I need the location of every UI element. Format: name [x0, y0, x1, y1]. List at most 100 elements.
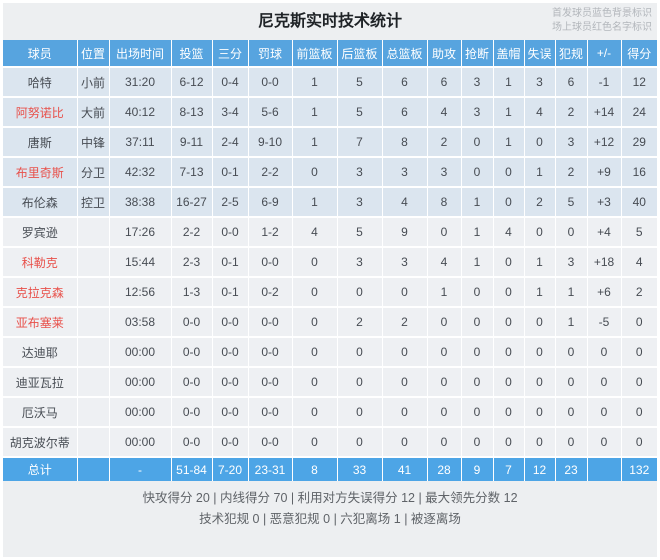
summary-fouls-line: 技术犯规 0 | 恶意犯规 0 | 六犯离场 1 | 被逐离场	[199, 512, 461, 526]
stat-cell: 0	[524, 367, 556, 398]
player-name: 达迪耶	[3, 337, 78, 368]
totals-cell: 41	[382, 457, 428, 481]
stat-cell: 0-1	[212, 157, 249, 188]
stat-cell: 0	[524, 427, 556, 458]
stat-cell	[77, 247, 110, 278]
stat-cell: +18	[587, 247, 622, 278]
stat-cell: 0	[493, 277, 525, 308]
stat-cell: 0	[587, 337, 622, 368]
stat-cell: 00:00	[109, 367, 172, 398]
stat-cell: 控卫	[77, 187, 110, 218]
stat-cell: 0-0	[248, 67, 293, 98]
stat-cell: 0	[427, 307, 462, 338]
stat-cell: 1-3	[171, 277, 213, 308]
table-body: 哈特 小前 31:20 6-12 0-4 0-0 1 5 6 6 3 1 3 6 -1 12 阿努诺比 大前 40:…	[3, 67, 657, 481]
column-header: 抢断	[461, 40, 494, 68]
stat-cell: 0-0	[212, 427, 249, 458]
stat-cell: 1	[292, 187, 338, 218]
stat-cell: 2	[382, 307, 428, 338]
stat-cell: 5	[337, 217, 383, 248]
stat-cell: 0	[292, 307, 338, 338]
stat-cell: 4	[621, 247, 657, 278]
stat-cell: 0-0	[248, 307, 293, 338]
stat-cell: 0	[461, 127, 494, 158]
stat-cell: 2-3	[171, 247, 213, 278]
player-row: 哈特 小前 31:20 6-12 0-4 0-0 1 5 6 6 3 1 3 6 -1 12	[3, 67, 657, 98]
stat-cell: 1	[493, 127, 525, 158]
stat-cell: 0	[461, 337, 494, 368]
stat-cell: 4	[382, 187, 428, 218]
stat-cell: 1	[493, 67, 525, 98]
stat-cell: 0	[493, 247, 525, 278]
stat-cell: 0-0	[171, 427, 213, 458]
totals-cell: -	[109, 457, 172, 481]
column-header: 助攻	[427, 40, 462, 68]
stat-cell: 0	[337, 427, 383, 458]
stat-cell: 9-11	[171, 127, 213, 158]
stat-cell: 1	[292, 127, 338, 158]
stat-cell: 0	[587, 427, 622, 458]
stat-cell: 3-4	[212, 97, 249, 128]
stat-cell: 5	[621, 217, 657, 248]
legend-oncourt: 场上球员红色名字标识	[552, 22, 652, 33]
column-header: 得分	[621, 40, 657, 68]
totals-cell: 33	[337, 457, 383, 481]
stat-cell: 2-2	[171, 217, 213, 248]
stat-cell: 16	[621, 157, 657, 188]
player-name: 唐斯	[3, 127, 78, 158]
stat-cell: 小前	[77, 67, 110, 98]
totals-cell: 9	[461, 457, 494, 481]
stat-cell: 0	[427, 337, 462, 368]
stat-cell: 0-0	[171, 307, 213, 338]
stat-cell: 0	[555, 427, 588, 458]
stat-cell: 2	[427, 127, 462, 158]
stat-cell: 0	[493, 427, 525, 458]
stat-cell: 8	[427, 187, 462, 218]
stat-cell: 1	[555, 307, 588, 338]
stat-cell: 0	[461, 427, 494, 458]
stat-cell: 4	[524, 97, 556, 128]
stat-cell: 8-13	[171, 97, 213, 128]
column-header: 后篮板	[337, 40, 383, 68]
team-summary: 快攻得分 20 | 内线得分 70 | 利用对方失误得分 12 | 最大领先分数…	[3, 481, 657, 530]
stat-cell: 6	[382, 67, 428, 98]
totals-cell	[77, 457, 110, 481]
stat-cell: 0-0	[248, 367, 293, 398]
stat-cell: 0	[621, 397, 657, 428]
player-name: 布伦森	[3, 187, 78, 218]
stat-cell: 0-0	[212, 307, 249, 338]
stat-cell	[77, 397, 110, 428]
stat-cell: 3	[461, 97, 494, 128]
totals-cell: 23-31	[248, 457, 293, 481]
stat-cell: 5	[555, 187, 588, 218]
stat-cell: 0	[621, 427, 657, 458]
legend-starters: 首发球员蓝色背景标识	[552, 8, 652, 19]
stat-cell: 4	[292, 217, 338, 248]
totals-cell: 7	[493, 457, 525, 481]
stat-cell	[77, 217, 110, 248]
player-row: 布里奇斯 分卫 42:32 7-13 0-1 2-2 0 3 3 3 0 0 1 2 +9 16	[3, 157, 657, 188]
stat-cell: 大前	[77, 97, 110, 128]
stat-cell: 4	[493, 217, 525, 248]
player-row: 科勒克 15:44 2-3 0-1 0-0 0 3 3 4 1 0 1 3 +18 4	[3, 247, 657, 278]
stat-cell: 0	[493, 397, 525, 428]
player-name: 克拉克森	[3, 277, 78, 308]
stat-cell: 29	[621, 127, 657, 158]
stat-cell: 0	[524, 127, 556, 158]
stat-cell: -5	[587, 307, 622, 338]
column-header: 罚球	[248, 40, 293, 68]
stat-cell: 0	[292, 367, 338, 398]
stat-cell: 0	[524, 337, 556, 368]
column-header: 总篮板	[382, 40, 428, 68]
stat-cell: 03:58	[109, 307, 172, 338]
stat-cell: 24	[621, 97, 657, 128]
stat-cell: 0	[292, 247, 338, 278]
stat-cell: 5	[337, 67, 383, 98]
stat-cell: 42:32	[109, 157, 172, 188]
totals-cell: 28	[427, 457, 462, 481]
stat-cell: 3	[382, 157, 428, 188]
stat-cell: 0-2	[248, 277, 293, 308]
stat-cell: 2-4	[212, 127, 249, 158]
stat-cell: 0	[461, 157, 494, 188]
